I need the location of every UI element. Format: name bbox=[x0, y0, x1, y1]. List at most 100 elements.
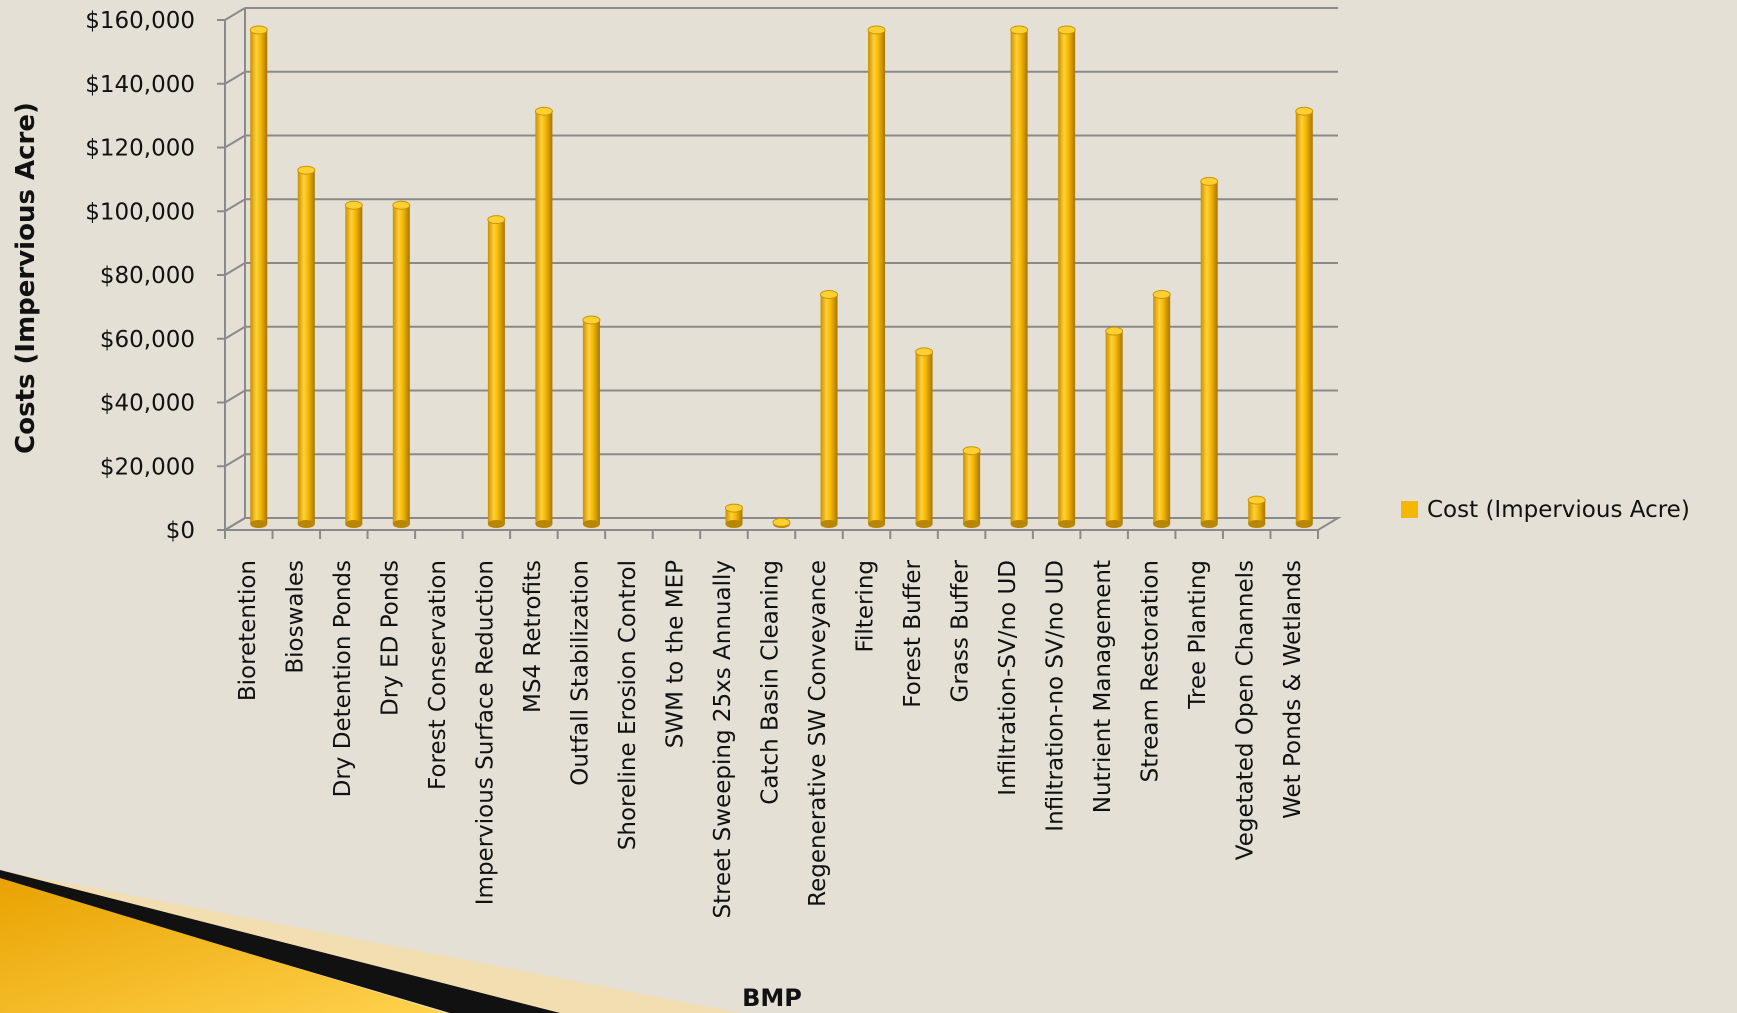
x-tick-label: Grass Buffer bbox=[948, 559, 974, 702]
x-tick-label: Street Sweeping 25xs Annually bbox=[710, 560, 736, 919]
bar-cap bbox=[582, 315, 601, 325]
bar-base bbox=[963, 520, 981, 528]
bar bbox=[915, 351, 933, 524]
bar-cap bbox=[297, 165, 316, 175]
x-tick-label: Bioswales bbox=[282, 560, 308, 674]
bar-base bbox=[868, 520, 886, 528]
x-tick-label: Infiltration-SV/no UD bbox=[995, 560, 1021, 796]
slide-decoration bbox=[0, 870, 740, 1013]
bar-base bbox=[915, 520, 933, 528]
bar-base bbox=[1105, 520, 1123, 528]
bar-cap bbox=[1200, 176, 1219, 186]
x-tick-label: Wet Ponds & Wetlands bbox=[1280, 560, 1306, 819]
bar bbox=[250, 29, 268, 524]
bar-cap bbox=[915, 347, 934, 357]
bar-base bbox=[1058, 520, 1076, 528]
x-tick-label: Forest Conservation bbox=[425, 560, 451, 790]
y-tick-label: $60,000 bbox=[100, 327, 195, 353]
bar bbox=[297, 170, 315, 524]
x-axis-title: BMP bbox=[742, 984, 802, 1012]
plot-area: $0 $20,000 $40,000 $60,000 $80,000 $100,000 $1… bbox=[85, 7, 1342, 919]
bar bbox=[1010, 29, 1028, 524]
floor bbox=[224, 517, 1342, 531]
gridline-wall bbox=[224, 453, 246, 468]
bar-base bbox=[1200, 520, 1218, 528]
bar bbox=[582, 320, 600, 524]
bar-cap bbox=[1295, 106, 1314, 116]
bar bbox=[1058, 29, 1076, 524]
bar-base bbox=[725, 520, 743, 528]
x-tick-label: Tree Planting bbox=[1185, 560, 1211, 710]
y-tick-label: $0 bbox=[166, 518, 195, 544]
x-tick-label: Forest Buffer bbox=[900, 559, 926, 707]
bar bbox=[1295, 111, 1313, 524]
swoosh-black bbox=[0, 870, 560, 1013]
bar-cap bbox=[962, 446, 981, 456]
bar-base bbox=[820, 520, 838, 528]
gridline-wall bbox=[224, 134, 246, 149]
bar bbox=[345, 205, 363, 524]
legend: Cost (Impervious Acre) bbox=[1401, 497, 1690, 523]
x-tick-label: Dry Detention Ponds bbox=[330, 560, 356, 797]
gridline-wall bbox=[224, 325, 246, 340]
bar bbox=[535, 111, 553, 524]
bar bbox=[868, 29, 886, 524]
bar-cap bbox=[487, 215, 506, 225]
y-tick-label: $80,000 bbox=[100, 263, 195, 289]
x-tick-label: MS4 Retrofits bbox=[520, 560, 546, 713]
bar-cap bbox=[249, 25, 268, 35]
legend-swatch bbox=[1401, 501, 1418, 518]
bar bbox=[1248, 500, 1266, 524]
gridline-wall bbox=[224, 262, 246, 276]
bar-base bbox=[535, 520, 553, 528]
bar bbox=[820, 294, 838, 524]
gridline-wall bbox=[224, 7, 246, 21]
bar-base bbox=[1248, 520, 1266, 528]
bar-cap bbox=[1247, 495, 1266, 505]
bar-cap bbox=[1152, 290, 1171, 299]
bar-cap bbox=[867, 25, 886, 35]
gridline-wall bbox=[224, 70, 246, 85]
x-tick-label: Vegetated Open Channels bbox=[1233, 560, 1259, 860]
legend-label: Cost (Impervious Acre) bbox=[1427, 497, 1690, 523]
y-axis-title: Costs (Impervious Acre) bbox=[11, 102, 41, 454]
x-tick-label: Shoreline Erosion Control bbox=[615, 560, 641, 850]
bar-base bbox=[1010, 520, 1028, 528]
y-tick-label: $40,000 bbox=[100, 391, 195, 417]
bar bbox=[1153, 294, 1171, 524]
bar-cap bbox=[392, 200, 411, 210]
x-tick-label: Regenerative SW Conveyance bbox=[805, 560, 831, 907]
bar-base bbox=[345, 520, 363, 528]
bar-cap bbox=[1057, 25, 1076, 35]
y-tick-label: $100,000 bbox=[85, 199, 195, 225]
swoosh-gold bbox=[0, 878, 445, 1013]
bar-base bbox=[1295, 520, 1313, 528]
bar-cap bbox=[724, 503, 743, 513]
x-tick-label: SWM to the MEP bbox=[662, 560, 688, 748]
bar-base bbox=[297, 520, 315, 528]
x-tick-label: Impervious Surface Reduction bbox=[472, 560, 498, 905]
bar bbox=[1105, 331, 1123, 524]
bar bbox=[487, 219, 505, 524]
x-tick-label: Bioretention bbox=[235, 560, 261, 701]
x-tick-label: Outfall Stabilization bbox=[567, 560, 593, 786]
bar-cap bbox=[820, 290, 839, 299]
x-tick-label: Catch Basin Cleaning bbox=[758, 560, 784, 805]
bar-base bbox=[250, 520, 268, 528]
x-tick-label: Infiltration-no SV/no UD bbox=[1043, 560, 1069, 832]
bar-cap bbox=[1105, 326, 1124, 336]
y-tick-label: $160,000 bbox=[85, 8, 195, 34]
x-tick-label: Filtering bbox=[853, 560, 879, 653]
bar bbox=[963, 450, 981, 524]
x-tick-label: Dry ED Ponds bbox=[377, 560, 403, 716]
bar-cap bbox=[344, 200, 363, 210]
gridline-wall bbox=[224, 389, 246, 404]
y-tick-label: $140,000 bbox=[85, 72, 195, 98]
bar-base bbox=[392, 520, 410, 528]
bar-base bbox=[487, 520, 505, 528]
bar-base bbox=[1153, 520, 1171, 528]
bar-base bbox=[582, 520, 600, 528]
y-tick-label: $20,000 bbox=[100, 454, 195, 480]
bar-cap bbox=[772, 517, 791, 527]
